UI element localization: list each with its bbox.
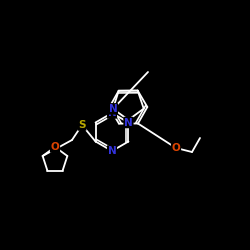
- Text: N: N: [108, 146, 116, 156]
- Text: N: N: [108, 104, 117, 114]
- Text: O: O: [172, 143, 180, 153]
- Text: N: N: [108, 108, 116, 118]
- Text: S: S: [78, 120, 86, 130]
- Text: N: N: [124, 118, 133, 128]
- Text: O: O: [50, 142, 59, 152]
